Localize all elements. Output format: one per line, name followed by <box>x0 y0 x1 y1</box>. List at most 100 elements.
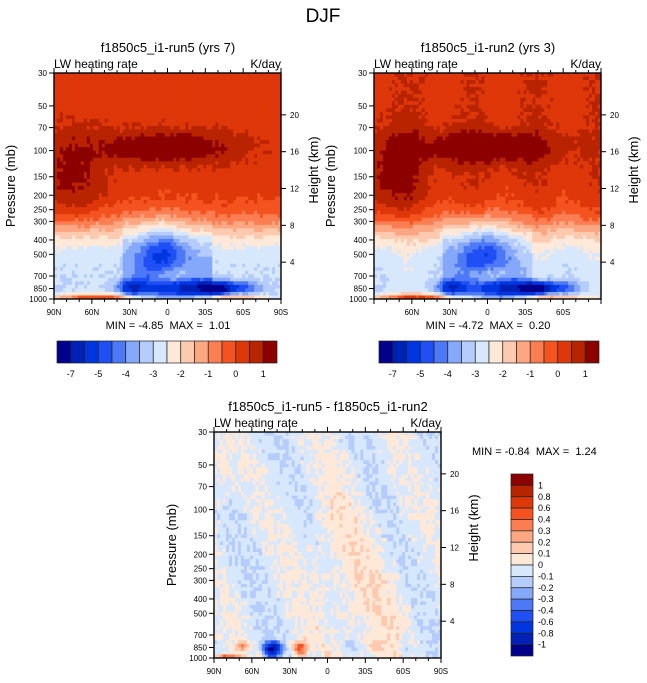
contour-cell <box>263 101 267 106</box>
contour-cell <box>65 295 70 300</box>
contour-cell <box>203 129 207 134</box>
contour-cell <box>155 267 159 272</box>
contour-cell <box>173 263 177 268</box>
contour-cell <box>275 277 279 282</box>
contour-cell <box>182 83 186 88</box>
contour-cell <box>116 168 121 173</box>
contour-cell <box>212 182 216 187</box>
contour-cell <box>152 210 156 215</box>
contour-cell <box>188 94 192 99</box>
contour-cell <box>59 87 64 92</box>
contour-cell <box>146 168 150 173</box>
contour-cell <box>116 80 121 84</box>
contour-cell <box>77 133 82 137</box>
contour-cell <box>173 157 177 162</box>
contour-cell <box>137 104 142 109</box>
contour-cell <box>236 238 240 243</box>
contour-cell <box>248 256 252 261</box>
contour-cell <box>164 136 168 141</box>
contour-cell <box>206 263 210 268</box>
contour-cell <box>65 101 70 106</box>
contour-cell <box>278 193 282 197</box>
contour-cell <box>233 150 237 155</box>
contour-cell <box>197 193 201 197</box>
contour-cell <box>131 291 136 296</box>
contour-cell <box>200 228 204 233</box>
contour-cell <box>176 97 180 102</box>
contour-cell <box>218 189 222 194</box>
contour-cell <box>188 108 192 113</box>
contour-cell <box>263 168 267 173</box>
contour-cell <box>110 164 115 169</box>
contour-cell <box>86 274 91 279</box>
contour-cell <box>194 157 198 162</box>
contour-cell <box>113 157 118 162</box>
contour-cell <box>203 249 207 254</box>
contour-cell <box>110 115 115 120</box>
contour-cell <box>188 203 192 208</box>
contour-cell <box>230 157 234 162</box>
contour-cell <box>152 90 156 95</box>
contour-cell <box>158 189 162 194</box>
colorbar-box <box>70 340 85 364</box>
contour-cell <box>242 83 246 88</box>
contour-cell <box>71 288 76 293</box>
contour-cell <box>134 210 139 215</box>
contour-cell <box>206 246 210 250</box>
contour-cell <box>65 178 70 183</box>
contour-cell <box>131 196 136 201</box>
contour-cell <box>239 73 243 77</box>
contour-cell <box>125 147 130 152</box>
contour-cell <box>269 214 273 219</box>
contour-cell <box>119 143 124 148</box>
contour-cell <box>269 249 273 254</box>
contour-cell <box>62 277 67 282</box>
contour-cell <box>71 270 76 275</box>
contour-cell <box>275 235 279 240</box>
contour-cell <box>176 111 180 116</box>
contour-cell <box>257 288 261 293</box>
contour-cell <box>59 161 64 166</box>
contour-cell <box>194 200 198 205</box>
contour-cell <box>260 291 264 296</box>
contour-cell <box>68 189 73 194</box>
contour-cell <box>182 143 186 148</box>
contour-cell <box>173 125 177 130</box>
contour-cell <box>215 171 219 176</box>
contour-cell <box>275 291 279 296</box>
contour-cell <box>92 217 97 222</box>
contour-cell <box>230 291 234 296</box>
contour-cell <box>260 157 264 162</box>
contour-cell <box>143 214 147 219</box>
contour-cell <box>77 143 82 148</box>
contour-cell <box>104 182 109 187</box>
contour-cell <box>179 196 183 201</box>
contour-cell <box>215 270 219 275</box>
contour-cell <box>167 281 171 286</box>
contour-cell <box>275 101 279 106</box>
contour-cell <box>161 228 165 233</box>
contour-cell <box>236 253 240 258</box>
contour-cell <box>254 242 258 247</box>
contour-cell <box>110 140 115 145</box>
contour-cell <box>203 118 207 123</box>
contour-cell <box>113 256 118 261</box>
contour-cell <box>173 207 177 212</box>
contour-cell <box>107 168 112 173</box>
contour-cell <box>59 104 64 109</box>
contour-cell <box>143 108 147 113</box>
contour-cell <box>152 260 156 265</box>
contour-cell <box>86 168 91 173</box>
contour-cell <box>158 150 162 155</box>
contour-cell <box>137 129 142 134</box>
contour-cell <box>128 284 133 289</box>
contour-cell <box>233 231 237 236</box>
contour-cell <box>146 249 150 254</box>
contour-cell <box>125 178 130 183</box>
contour-cell <box>269 200 273 205</box>
contour-cell <box>149 76 153 81</box>
contour-cell <box>98 281 103 286</box>
contour-cell <box>164 161 168 166</box>
contour-cell <box>110 168 115 173</box>
contour-cell <box>68 175 73 180</box>
